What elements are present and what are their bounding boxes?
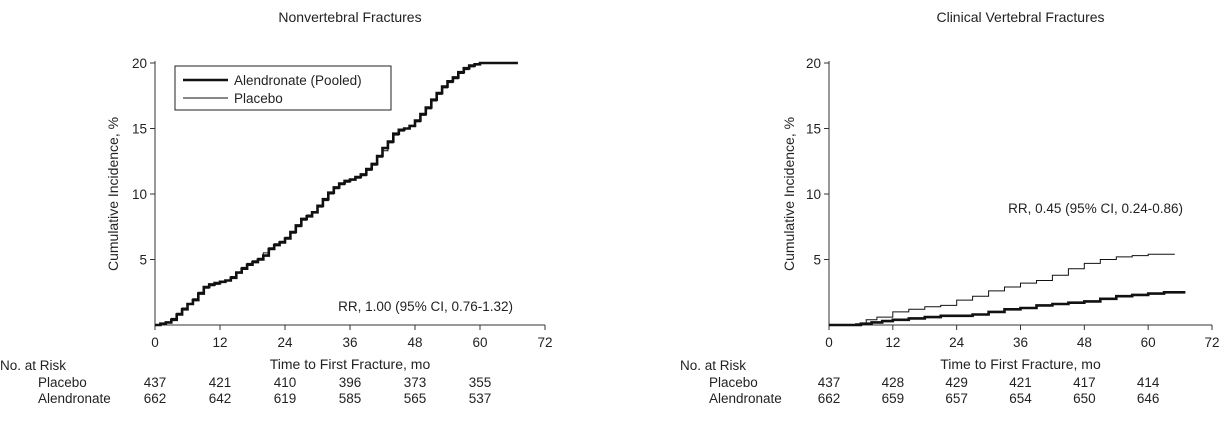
x-tick-label: 24 [949, 335, 965, 350]
risk-value: 396 [339, 375, 362, 390]
risk-row-label: Placebo [709, 375, 758, 390]
risk-value: 659 [882, 391, 905, 406]
x-tick-label: 72 [537, 335, 552, 350]
risk-value: 428 [882, 375, 905, 390]
risk-value: 662 [818, 391, 841, 406]
x-tick-label: 60 [472, 335, 487, 350]
risk-value: 437 [144, 375, 167, 390]
legend-label: Alendronate (Pooled) [234, 73, 362, 88]
risk-value: 650 [1073, 391, 1096, 406]
x-tick-label: 36 [1013, 335, 1028, 350]
x-tick-label: 60 [1141, 335, 1156, 350]
risk-value: 417 [1073, 375, 1096, 390]
rr-annotation: RR, 1.00 (95% CI, 0.76-1.32) [338, 299, 513, 314]
risk-value: 585 [339, 391, 362, 406]
legend-box [174, 65, 392, 111]
risk-value: 421 [209, 375, 232, 390]
x-axis-label: Time to First Fracture, mo [270, 356, 431, 372]
series-line-alendronate [829, 291, 1186, 327]
y-tick-label: 10 [806, 187, 821, 202]
x-tick-label: 24 [277, 335, 293, 350]
series-line-placebo [155, 62, 518, 326]
chart-title: Nonvertebral Fractures [278, 9, 421, 25]
x-tick-label: 12 [885, 335, 900, 350]
risk-value: 437 [818, 375, 841, 390]
y-axis-label: Cumulative Incidence, % [105, 117, 121, 271]
risk-value: 642 [209, 391, 232, 406]
y-tick-label: 20 [806, 56, 821, 71]
risk-value: 355 [469, 375, 492, 390]
legend-label: Placebo [234, 91, 283, 106]
chart-title: Clinical Vertebral Fractures [936, 9, 1104, 25]
risk-table-heading: No. at Risk [0, 358, 66, 373]
x-tick-label: 0 [151, 335, 159, 350]
chart-panel-2: Clinical Vertebral Fractures 5 10 15 20 0 12 24… [680, 9, 1220, 406]
y-axis-label: Cumulative Incidence, % [781, 117, 797, 271]
risk-value: 646 [1137, 391, 1160, 406]
y-tick-label: 15 [806, 122, 821, 137]
x-tick-label: 12 [212, 335, 227, 350]
y-tick-label: 5 [139, 253, 147, 268]
risk-value: 654 [1009, 391, 1032, 406]
risk-table-heading: No. at Risk [680, 358, 746, 373]
chart-panel-1: Nonvertebral Fractures 5 10 15 20 0 12 24 36 48 60… [0, 9, 553, 406]
x-tick-label: 72 [1204, 335, 1219, 350]
x-tick-label: 0 [825, 335, 833, 350]
risk-row-label: Alendronate [38, 391, 111, 406]
risk-value: 373 [404, 375, 427, 390]
risk-value: 662 [144, 391, 167, 406]
x-tick-label: 48 [1077, 335, 1092, 350]
risk-value: 429 [945, 375, 968, 390]
risk-value: 537 [469, 391, 492, 406]
risk-value: 619 [274, 391, 297, 406]
x-axis-label: Time to First Fracture, mo [940, 356, 1101, 372]
rr-annotation: RR, 0.45 (95% CI, 0.24-0.86) [1008, 201, 1183, 216]
risk-row-label: Alendronate [709, 391, 782, 406]
y-tick-label: 10 [132, 187, 147, 202]
risk-value: 410 [274, 375, 297, 390]
legend: Alendronate (Pooled) Placebo [174, 65, 392, 111]
risk-value: 421 [1009, 375, 1032, 390]
risk-value: 657 [945, 391, 968, 406]
y-tick-label: 15 [132, 122, 147, 137]
y-tick-label: 5 [813, 253, 821, 268]
y-tick-label: 20 [132, 56, 147, 71]
risk-row-label: Placebo [38, 375, 87, 390]
risk-value: 414 [1137, 375, 1160, 390]
series-line-placebo [829, 253, 1175, 326]
risk-value: 565 [404, 391, 427, 406]
x-tick-label: 48 [407, 335, 422, 350]
x-tick-label: 36 [342, 335, 357, 350]
